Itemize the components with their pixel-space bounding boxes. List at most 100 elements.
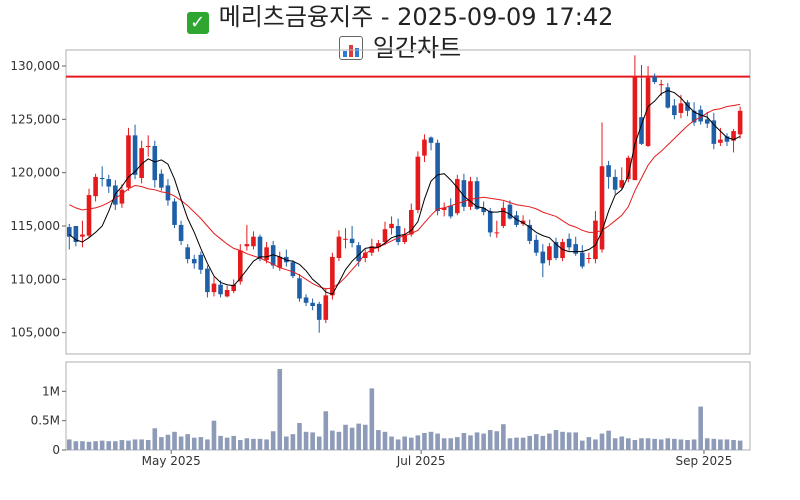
volume-bar xyxy=(520,437,526,450)
candle-body xyxy=(251,236,256,247)
candle-body xyxy=(658,84,664,86)
candle-body xyxy=(573,244,579,254)
candle-body xyxy=(533,239,539,253)
candle-body xyxy=(152,146,158,181)
volume-bar xyxy=(231,435,237,450)
x-tick-label: May 2025 xyxy=(142,454,201,468)
candle-body xyxy=(224,290,230,297)
candle-body xyxy=(191,259,197,264)
volume-bar xyxy=(494,431,500,450)
candle-body xyxy=(323,295,329,320)
y-tick-label: 105,000 xyxy=(10,326,60,340)
candle-body xyxy=(448,205,454,217)
candle-body xyxy=(297,278,302,299)
price-panel xyxy=(66,55,750,333)
volume-bar xyxy=(270,431,276,450)
candle-body xyxy=(626,157,631,180)
volume-bar xyxy=(514,437,519,450)
candle-body xyxy=(428,137,434,143)
candle-body xyxy=(310,302,315,306)
volume-bar xyxy=(237,440,243,450)
volume-bar xyxy=(126,440,131,450)
volume-bar xyxy=(441,438,447,450)
candle-body xyxy=(481,207,486,213)
candle-body xyxy=(172,201,177,225)
candle-body xyxy=(672,105,677,116)
volume-bar xyxy=(343,424,348,450)
candle-body xyxy=(349,238,355,244)
volume-bar xyxy=(316,436,322,450)
candle-body xyxy=(185,247,190,260)
volume-bar xyxy=(86,441,92,450)
check-mark-icon: ✓ xyxy=(186,12,209,34)
volume-bar xyxy=(382,431,388,450)
volume-tick-label: 1M xyxy=(42,384,60,398)
volume-bar xyxy=(540,435,546,450)
candle-body xyxy=(724,136,730,142)
volume-bar xyxy=(691,439,697,450)
volume-bar xyxy=(376,430,381,450)
volume-bar xyxy=(132,439,138,450)
volume-bar xyxy=(455,437,460,450)
volume-bar xyxy=(593,439,598,450)
candle-body xyxy=(678,103,684,113)
volume-bar xyxy=(330,430,335,450)
volume-bar xyxy=(487,430,493,450)
volume-tick-label: 0.5M xyxy=(31,414,60,428)
volume-bar xyxy=(448,438,454,450)
candle-body xyxy=(80,234,85,237)
volume-bar xyxy=(718,439,723,450)
candle-body xyxy=(132,135,138,175)
candle-body xyxy=(494,232,500,234)
volume-bar xyxy=(211,420,217,450)
candle-body xyxy=(461,180,467,207)
volume-bar xyxy=(66,439,72,450)
volume-bar xyxy=(461,432,467,450)
volume-bar xyxy=(159,437,164,450)
candle-body xyxy=(408,210,414,235)
candle-body xyxy=(441,207,447,210)
candle-body xyxy=(270,245,276,266)
volume-bar xyxy=(218,435,223,450)
volume-bar xyxy=(303,431,309,450)
candle-body xyxy=(126,135,131,188)
volume-bar xyxy=(395,439,401,450)
volume-bar xyxy=(139,439,144,450)
candle-body xyxy=(645,77,651,146)
candle-body xyxy=(612,176,618,190)
volume-tick-label: 0 xyxy=(52,443,60,457)
candle-body xyxy=(731,131,736,141)
volume-bar xyxy=(172,431,177,450)
y-tick-label: 110,000 xyxy=(10,272,60,286)
chart-subtitle: 일간차트 xyxy=(372,34,462,62)
volume-bar xyxy=(468,435,473,450)
volume-bar xyxy=(428,431,434,450)
candle-body xyxy=(159,173,164,188)
volume-bar xyxy=(665,438,671,450)
candle-body xyxy=(264,247,269,261)
candle-body xyxy=(474,181,480,209)
volume-bar xyxy=(99,440,105,450)
price-panel-frame xyxy=(65,49,751,355)
candle-body xyxy=(277,256,283,268)
volume-bar xyxy=(80,441,85,450)
candle-body xyxy=(691,110,697,123)
volume-bar xyxy=(106,441,112,450)
candle-body xyxy=(237,250,243,282)
volume-bar xyxy=(527,435,532,450)
candle-body xyxy=(356,245,361,262)
volume-bar xyxy=(632,440,638,450)
volume-bar xyxy=(626,438,631,450)
volume-bar xyxy=(290,434,296,450)
candle-body xyxy=(139,148,144,178)
volume-bar xyxy=(501,424,506,450)
y-tick-label: 125,000 xyxy=(10,112,60,126)
volume-bar xyxy=(711,438,717,450)
candle-body xyxy=(336,236,342,258)
candle-body xyxy=(389,223,394,229)
candle-body xyxy=(652,76,657,82)
volume-bar xyxy=(191,437,197,450)
volume-bar xyxy=(73,441,79,450)
candle-body xyxy=(553,242,559,258)
